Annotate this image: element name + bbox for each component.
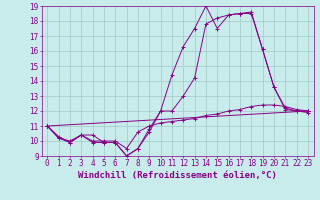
X-axis label: Windchill (Refroidissement éolien,°C): Windchill (Refroidissement éolien,°C) — [78, 171, 277, 180]
